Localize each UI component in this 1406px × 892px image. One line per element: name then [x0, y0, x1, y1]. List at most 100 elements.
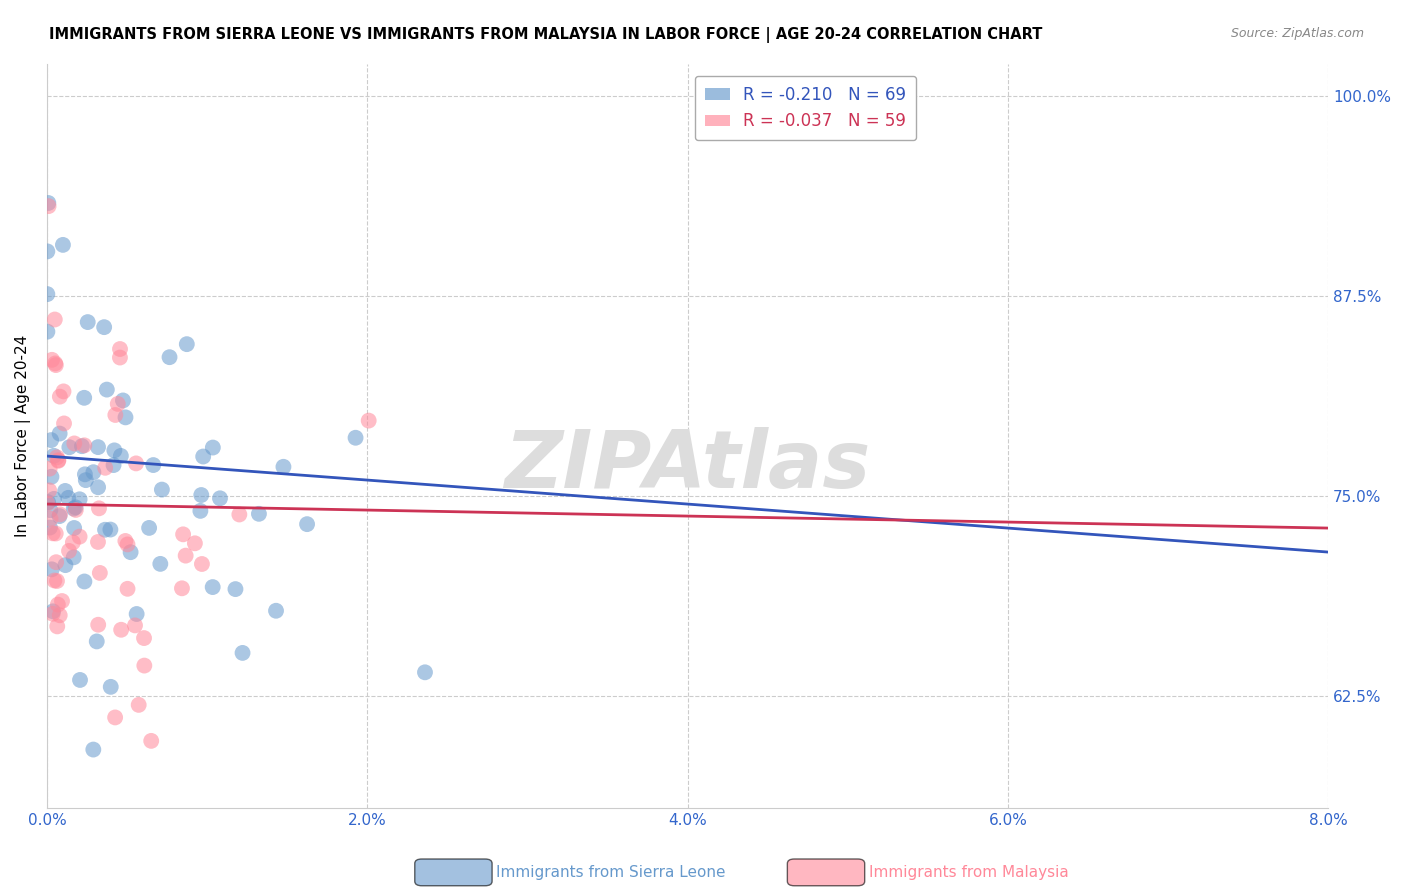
Point: [176, 337, 198, 351]
Point: [51, 594, 73, 608]
Point: [48, 608, 70, 623]
Point: [49, 508, 72, 522]
Point: [184, 536, 207, 550]
Point: [89, 566, 111, 580]
Point: [37, 496, 59, 510]
Point: [103, 443, 125, 458]
Text: IMMIGRANTS FROM SIERRA LEONE VS IMMIGRANTS FROM MALAYSIA IN LABOR FORCE | AGE 20: IMMIGRANTS FROM SIERRA LEONE VS IMMIGRAN…: [49, 27, 1043, 43]
Point: [87, 480, 110, 494]
Point: [120, 545, 142, 559]
Point: [41, 562, 63, 576]
Point: [69, 673, 91, 687]
Point: [39, 512, 62, 526]
Point: [37, 287, 59, 301]
Point: [108, 351, 131, 365]
Point: [52, 384, 75, 399]
Point: [37, 244, 59, 259]
Point: [87, 440, 110, 454]
Point: [39, 503, 62, 517]
Point: [149, 557, 172, 571]
Point: [96, 383, 118, 397]
Point: [357, 414, 380, 428]
Point: [295, 517, 318, 532]
Text: Immigrants from Malaysia: Immigrants from Malaysia: [869, 865, 1069, 880]
Point: [117, 537, 139, 551]
Point: [344, 431, 367, 445]
Point: [138, 521, 160, 535]
Point: [201, 580, 224, 594]
Point: [39, 520, 62, 534]
Point: [65, 503, 87, 517]
Point: [82, 742, 104, 756]
Point: [37, 325, 59, 339]
Point: [86, 634, 108, 648]
Point: [107, 397, 129, 411]
Point: [190, 504, 212, 518]
Text: Immigrants from Sierra Leone: Immigrants from Sierra Leone: [496, 865, 725, 880]
Point: [46, 598, 69, 612]
Point: [42, 604, 65, 618]
Point: [42, 491, 65, 506]
Point: [41, 352, 63, 367]
Point: [41, 607, 63, 621]
Point: [413, 665, 436, 680]
Point: [62, 550, 84, 565]
Point: [124, 618, 146, 632]
Legend: R = -0.210   N = 69, R = -0.037   N = 59: R = -0.210 N = 69, R = -0.037 N = 59: [695, 76, 917, 140]
Point: [93, 320, 115, 334]
Point: [228, 508, 250, 522]
Point: [58, 440, 80, 454]
Point: [69, 530, 91, 544]
Point: [193, 450, 215, 464]
Point: [55, 558, 77, 573]
Point: [114, 410, 136, 425]
Point: [46, 453, 69, 467]
Point: [46, 574, 69, 588]
Point: [159, 350, 181, 364]
Point: [37, 196, 59, 211]
Point: [191, 557, 214, 571]
Point: [104, 710, 127, 724]
Point: [48, 426, 70, 441]
Point: [63, 436, 86, 450]
Point: [142, 458, 165, 472]
Point: [208, 491, 231, 506]
Point: [53, 417, 76, 431]
Point: [111, 393, 134, 408]
Point: [141, 734, 163, 748]
Point: [73, 391, 96, 405]
Y-axis label: In Labor Force | Age 20-24: In Labor Force | Age 20-24: [15, 334, 31, 537]
Point: [41, 526, 63, 541]
Text: ZIPAtlas: ZIPAtlas: [505, 427, 870, 505]
Point: [63, 521, 86, 535]
Point: [65, 500, 87, 515]
Point: [38, 483, 60, 498]
Point: [125, 456, 148, 470]
Point: [42, 449, 65, 463]
Point: [247, 507, 270, 521]
Point: [76, 315, 98, 329]
Point: [104, 408, 127, 422]
Point: [150, 483, 173, 497]
Point: [87, 617, 110, 632]
Point: [82, 465, 104, 479]
Point: [87, 535, 110, 549]
Point: [232, 646, 254, 660]
Point: [62, 501, 84, 516]
Point: [174, 549, 197, 563]
Point: [190, 488, 212, 502]
Point: [87, 501, 110, 516]
Point: [110, 449, 132, 463]
Point: [264, 604, 287, 618]
Point: [224, 582, 246, 596]
Point: [41, 469, 63, 483]
Point: [44, 312, 66, 326]
Point: [58, 544, 80, 558]
Point: [45, 450, 67, 465]
Point: [48, 509, 70, 524]
Point: [58, 491, 80, 505]
Text: Source: ZipAtlas.com: Source: ZipAtlas.com: [1230, 27, 1364, 40]
Point: [38, 199, 60, 213]
Point: [49, 390, 72, 404]
Point: [38, 461, 60, 475]
